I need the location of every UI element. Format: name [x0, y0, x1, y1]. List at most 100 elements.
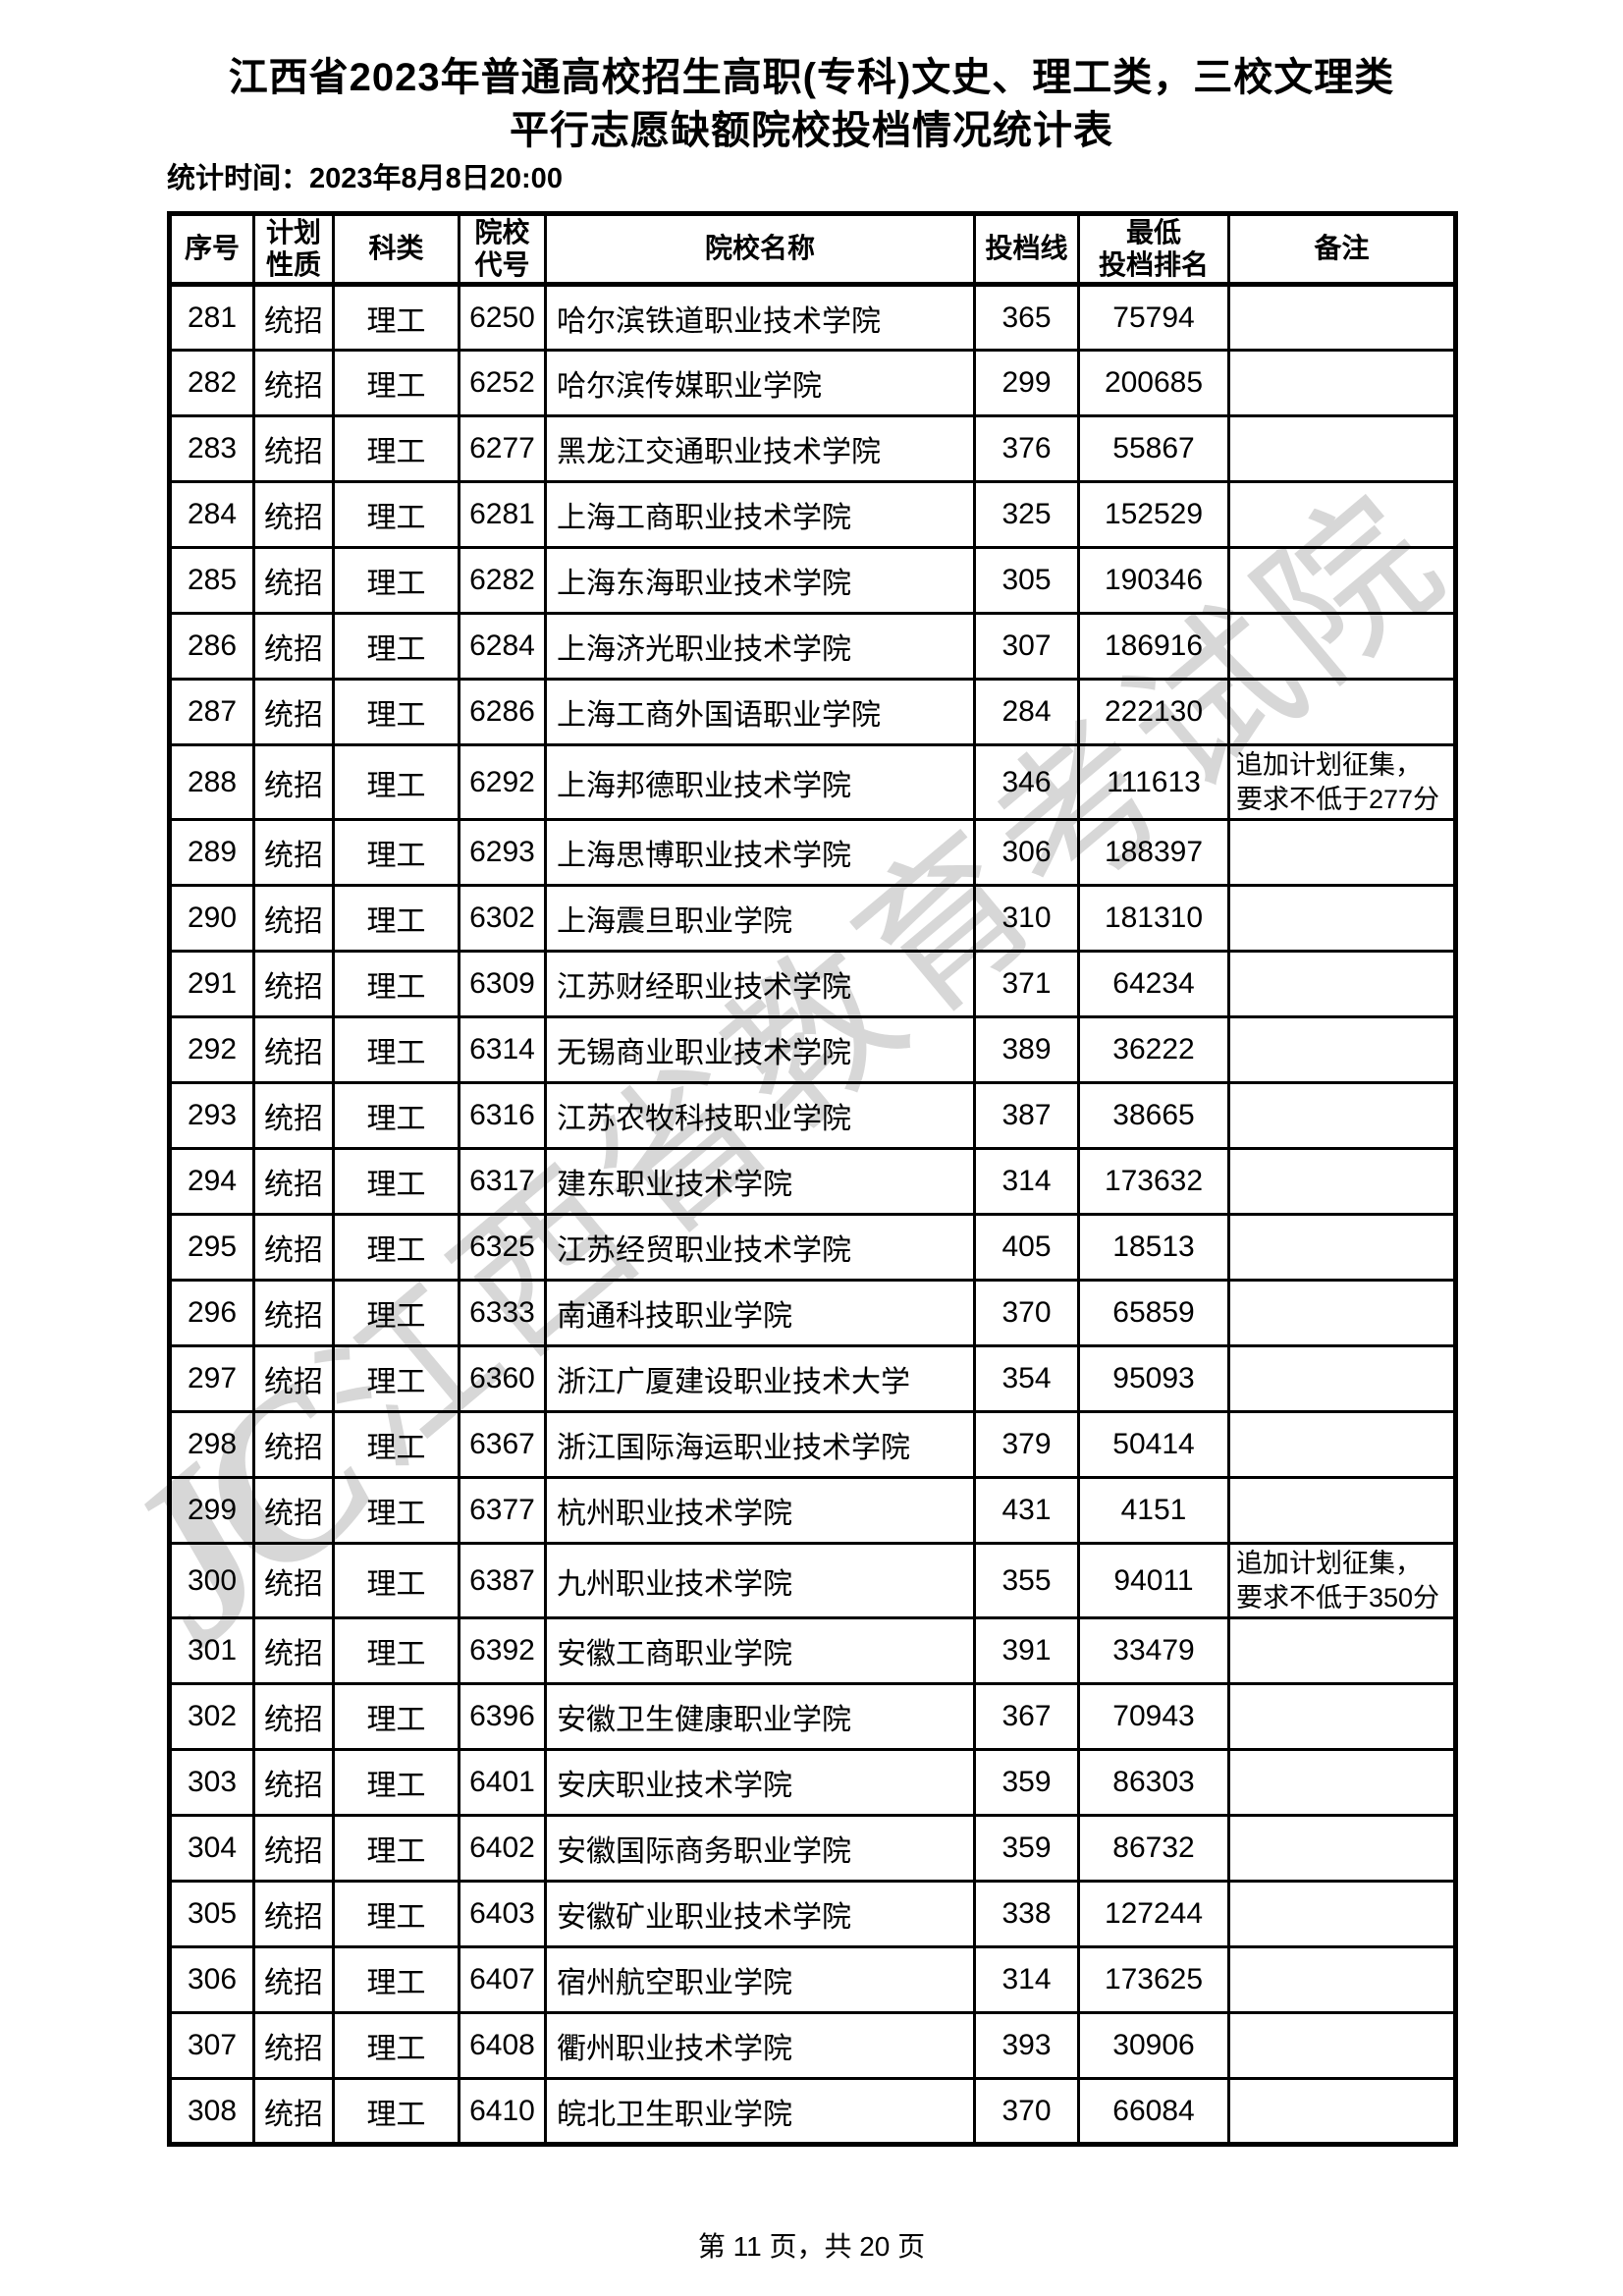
cell-code: 6408: [458, 2011, 547, 2081]
cell-remark: [1227, 678, 1457, 746]
cell-seq: 306: [168, 1945, 255, 2015]
cell-rank: 127244: [1077, 1880, 1230, 1949]
cell-rank: 94011: [1077, 1542, 1230, 1620]
table-row: 302 统招 理工 6396 安徽卫生健康职业学院 367 70943: [168, 1682, 1457, 1752]
cell-plan: 统招: [252, 1814, 335, 1884]
cell-remark: [1227, 818, 1457, 888]
cell-line: 314: [973, 1147, 1080, 1217]
cell-plan: 统招: [252, 1279, 335, 1348]
cell-seq: 305: [168, 1880, 255, 1949]
cell-rank: 30906: [1077, 2011, 1230, 2081]
header-remark: 备注: [1227, 212, 1457, 287]
cell-plan: 统招: [252, 1410, 335, 1480]
cell-remark: [1227, 546, 1457, 615]
cell-remark: 追加计划征集，要求不低于277分: [1227, 742, 1457, 822]
cell-remark: [1227, 2011, 1457, 2081]
cell-name: 上海震旦职业学院: [544, 884, 976, 954]
cell-plan: 统招: [252, 818, 335, 888]
cell-name: 浙江国际海运职业技术学院: [544, 1410, 976, 1480]
cell-name: 江苏农牧科技职业学院: [544, 1081, 976, 1151]
admission-table: 序号 计划 性质 科类 院校 代号 院校名称 投档线 最低 投档排名 备注 28…: [167, 211, 1458, 2148]
cell-code: 6360: [458, 1344, 547, 1414]
cell-line: 376: [973, 414, 1080, 483]
cell-code: 6377: [458, 1476, 547, 1546]
cell-seq: 297: [168, 1344, 255, 1414]
table-row: 287 统招 理工 6286 上海工商外国语职业学院 284 222130: [168, 678, 1457, 746]
cell-rank: 55867: [1077, 414, 1230, 483]
cell-category: 理工: [332, 349, 460, 417]
header-plan: 计划 性质: [252, 212, 335, 287]
table-row: 308 统招 理工 6410 皖北卫生职业学院 370 66084: [168, 2077, 1457, 2147]
cell-remark: [1227, 1476, 1457, 1546]
cell-code: 6401: [458, 1748, 547, 1818]
table-row: 306 统招 理工 6407 宿州航空职业学院 314 173625: [168, 1945, 1457, 2015]
cell-seq: 281: [168, 283, 255, 352]
cell-name: 江苏财经职业技术学院: [544, 950, 976, 1019]
header-row: 序号 计划 性质 科类 院校 代号 院校名称 投档线 最低 投档排名 备注: [168, 212, 1457, 287]
cell-plan: 统招: [252, 414, 335, 483]
cell-name: 杭州职业技术学院: [544, 1476, 976, 1546]
table-row: 289 统招 理工 6293 上海思博职业技术学院 306 188397: [168, 818, 1457, 888]
cell-line: 371: [973, 950, 1080, 1019]
cell-remark: [1227, 1880, 1457, 1949]
header-seq: 序号: [168, 212, 255, 287]
cell-code: 6302: [458, 884, 547, 954]
cell-rank: 33479: [1077, 1616, 1230, 1686]
cell-rank: 70943: [1077, 1682, 1230, 1752]
cell-name: 上海思博职业技术学院: [544, 818, 976, 888]
table-row: 294 统招 理工 6317 建东职业技术学院 314 173632: [168, 1147, 1457, 1217]
cell-name: 宿州航空职业学院: [544, 1945, 976, 2015]
cell-name: 黑龙江交通职业技术学院: [544, 414, 976, 483]
cell-category: 理工: [332, 1015, 460, 1085]
cell-category: 理工: [332, 1147, 460, 1217]
cell-code: 6293: [458, 818, 547, 888]
cell-remark: [1227, 1814, 1457, 1884]
cell-rank: 188397: [1077, 818, 1230, 888]
cell-seq: 296: [168, 1279, 255, 1348]
cell-line: 306: [973, 818, 1080, 888]
cell-code: 6286: [458, 678, 547, 746]
table-row: 284 统招 理工 6281 上海工商职业技术学院 325 152529: [168, 480, 1457, 549]
cell-line: 365: [973, 283, 1080, 352]
cell-remark: [1227, 884, 1457, 954]
header-category: 科类: [332, 212, 460, 287]
cell-line: 338: [973, 1880, 1080, 1949]
cell-category: 理工: [332, 1542, 460, 1620]
cell-rank: 173632: [1077, 1147, 1230, 1217]
cell-code: 6277: [458, 414, 547, 483]
cell-category: 理工: [332, 818, 460, 888]
cell-rank: 181310: [1077, 884, 1230, 954]
cell-category: 理工: [332, 1410, 460, 1480]
cell-plan: 统招: [252, 1213, 335, 1283]
cell-remark: [1227, 349, 1457, 417]
cell-code: 6392: [458, 1616, 547, 1686]
cell-line: 370: [973, 2077, 1080, 2147]
cell-plan: 统招: [252, 1081, 335, 1151]
cell-category: 理工: [332, 414, 460, 483]
table-row: 304 统招 理工 6402 安徽国际商务职业学院 359 86732: [168, 1814, 1457, 1884]
cell-seq: 299: [168, 1476, 255, 1546]
cell-seq: 307: [168, 2011, 255, 2081]
cell-line: 405: [973, 1213, 1080, 1283]
table-row: 305 统招 理工 6403 安徽矿业职业技术学院 338 127244: [168, 1880, 1457, 1949]
cell-remark: [1227, 1945, 1457, 2015]
cell-seq: 294: [168, 1147, 255, 1217]
table-row: 297 统招 理工 6360 浙江广厦建设职业技术大学 354 95093: [168, 1344, 1457, 1414]
page-title-line1: 江西省2023年普通高校招生高职(专科)文史、理工类，三校文理类: [228, 56, 1395, 99]
cell-name: 上海济光职业技术学院: [544, 612, 976, 681]
cell-name: 衢州职业技术学院: [544, 2011, 976, 2081]
cell-seq: 285: [168, 546, 255, 615]
cell-seq: 287: [168, 678, 255, 746]
cell-code: 6396: [458, 1682, 547, 1752]
cell-name: 南通科技职业学院: [544, 1279, 976, 1348]
cell-category: 理工: [332, 1880, 460, 1949]
header-rank: 最低 投档排名: [1077, 212, 1230, 287]
cell-code: 6367: [458, 1410, 547, 1480]
cell-name: 建东职业技术学院: [544, 1147, 976, 1217]
cell-name: 安徽矿业职业技术学院: [544, 1880, 976, 1949]
cell-seq: 291: [168, 950, 255, 1019]
cell-remark: [1227, 414, 1457, 483]
cell-category: 理工: [332, 1279, 460, 1348]
cell-line: 389: [973, 1015, 1080, 1085]
cell-category: 理工: [332, 1945, 460, 2015]
